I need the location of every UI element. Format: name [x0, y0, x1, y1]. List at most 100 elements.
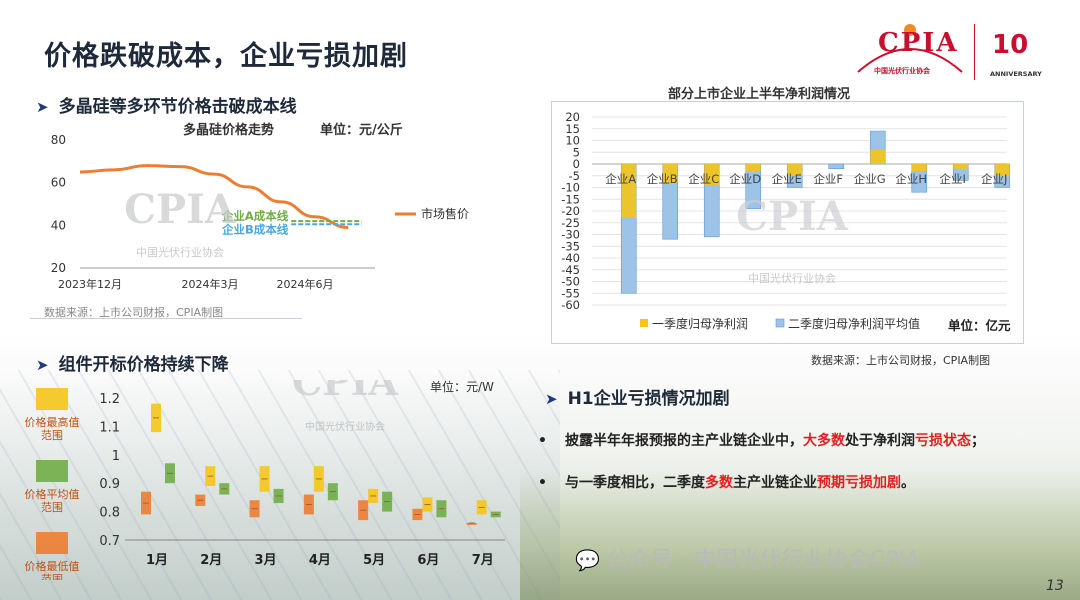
- x-tick-label: 1月: [146, 553, 168, 568]
- x-tick-label: 5月: [363, 553, 385, 568]
- bullet-1: • 披露半年年报预报的主产业链企业中，大多数处于净利润亏损状态；: [538, 433, 985, 449]
- page-title: 价格跌破成本，企业亏损加剧: [44, 41, 408, 72]
- y-tick-label: 0: [573, 157, 580, 171]
- x-tick-label: 2024年3月: [182, 277, 239, 291]
- legend-swatch: [36, 532, 68, 554]
- y-tick-label: 20: [565, 110, 580, 124]
- x-tick-label: 企业B: [647, 172, 678, 186]
- legend-label: 市场售价: [421, 206, 469, 221]
- cost-line-label: 企业B成本线: [221, 222, 289, 236]
- cpia-logo: CPIA 中国光伏行业协会 10 ANNIVERSARY: [850, 20, 1050, 84]
- y-tick-label: -5: [569, 169, 580, 183]
- y-tick-label: 1.1: [99, 420, 120, 435]
- y-tick-label: -25: [561, 216, 580, 230]
- section-heading-polysilicon: ➤ 多晶硅等多环节价格击破成本线: [36, 97, 297, 117]
- cpia-watermark: CPIA: [736, 193, 849, 240]
- legend-label: 范围: [41, 572, 63, 580]
- bar-q2: [828, 163, 845, 169]
- y-tick-label: 80: [51, 133, 66, 147]
- arrow-icon: ➤: [36, 98, 49, 116]
- x-tick-label: 企业G: [854, 172, 886, 186]
- y-tick-label: 1.2: [99, 392, 120, 407]
- x-tick-label: 6月: [417, 553, 439, 568]
- bar-q1: [787, 164, 803, 176]
- legend-label: 价格最低值: [25, 559, 80, 573]
- x-tick-label: 企业E: [772, 172, 802, 186]
- legend-swatch: [36, 388, 68, 410]
- logo-sub: 中国光伏行业协会: [874, 67, 930, 75]
- cpia-watermark-sub: 中国光伏行业协会: [136, 245, 224, 259]
- y-tick-label: -10: [561, 181, 580, 195]
- x-tick-label: 2024年6月: [277, 277, 334, 291]
- y-tick-label: 0.7: [99, 534, 120, 549]
- x-tick-label: 企业J: [981, 172, 1007, 186]
- bar-q1: [911, 164, 927, 172]
- x-tick-label: 企业I: [940, 172, 966, 186]
- y-tick-label: -40: [561, 251, 580, 265]
- bar-q1: [870, 149, 886, 164]
- bullet-dot-icon: •: [538, 475, 547, 491]
- cost-line-label: 企业A成本线: [221, 209, 289, 223]
- bullet-2: • 与一季度相比，二季度多数主产业链企业预期亏损加剧。: [538, 475, 915, 491]
- x-tick-label: 企业H: [895, 172, 927, 186]
- background-field: [520, 470, 1080, 600]
- logo-ten: 10: [992, 30, 1029, 60]
- x-tick-label: 2月: [200, 553, 222, 568]
- polysilicon-line-chart: 80 60 40 20 2023年12月 2024年3月 2024年6月 企业A成本线企业B成…: [51, 133, 469, 291]
- y-tick-label: 1: [112, 449, 120, 464]
- y-tick-label: 5: [573, 145, 580, 159]
- net-profit-chart-frame: 20 15 10 5 0 -5 -10 -15 -20 -25 -30 -35 -40 -45 -50 -55…: [551, 101, 1024, 344]
- x-tick-label: 3月: [255, 553, 277, 568]
- arrow-icon: ➤: [545, 390, 558, 408]
- x-tick-label: 7月: [472, 553, 494, 568]
- legend-label: 价格最高值: [25, 415, 80, 429]
- y-tick-label: -35: [561, 239, 580, 253]
- x-tick-label: 企业F: [813, 172, 843, 186]
- net-profit-source: 数据来源：上市公司财报，CPIA制图: [811, 354, 991, 367]
- logo-anniversary: ANNIVERSARY: [990, 70, 1042, 78]
- y-tick-label: -15: [561, 192, 580, 206]
- legend-label: 范围: [41, 500, 63, 514]
- legend-label: 二季度归母净利润平均值: [788, 316, 920, 331]
- y-tick-label: -60: [561, 298, 580, 312]
- y-tick-label: 0.9: [99, 477, 120, 492]
- x-tick-label: 企业C: [688, 172, 719, 186]
- bar-q1: [704, 164, 720, 186]
- background-solar-panels: [0, 370, 560, 600]
- logo-divider: [974, 24, 975, 80]
- cpia-watermark-sub: 中国光伏行业协会: [305, 420, 385, 433]
- series-line-market-price: [79, 164, 349, 229]
- box-low-range: [466, 522, 477, 525]
- y-tick-label: -45: [561, 263, 580, 277]
- polysilicon-chart-title: 多晶硅价格走势: [183, 123, 275, 138]
- net-profit-bar-chart: 20151050-5-10-15-20-25-30-35-40-45-50-55…: [561, 110, 1011, 333]
- y-tick-label: -20: [561, 204, 580, 218]
- polysilicon-source: 数据来源：上市公司财报，CPIA制图: [44, 306, 224, 319]
- legend-swatch: [775, 318, 785, 328]
- legend-label: 价格平均值: [25, 487, 80, 501]
- bar-q1: [953, 164, 969, 169]
- legend-swatch: [36, 460, 68, 482]
- y-tick-label: 20: [51, 261, 66, 275]
- module-price-unit: 单位：元/W: [430, 380, 494, 394]
- y-tick-label: -50: [561, 275, 580, 289]
- x-tick-label: 企业A: [605, 172, 636, 186]
- y-tick-label: 40: [51, 218, 66, 232]
- bar-q1: [994, 164, 1010, 176]
- y-tick-label: -55: [561, 286, 580, 300]
- arrow-icon: ➤: [36, 356, 49, 374]
- y-tick-label: 0.8: [99, 506, 120, 521]
- y-tick-label: 15: [565, 122, 580, 136]
- x-tick-label: 企业D: [729, 172, 761, 186]
- divider-line: [30, 318, 302, 319]
- x-tick-label: 4月: [309, 553, 331, 568]
- chart-unit: 单位：亿元: [948, 318, 1011, 333]
- wechat-watermark: 💬 公众号 · 中国光伏行业协会CPIA: [575, 548, 921, 573]
- section-heading-h1-losses: ➤ H1企业亏损情况加剧: [545, 389, 730, 409]
- cpia-watermark: CPIA: [292, 380, 399, 404]
- polysilicon-unit: 单位：元/公斤: [320, 123, 403, 138]
- section-heading-module-price: ➤ 组件开标价格持续下降: [36, 355, 229, 375]
- legend-swatch: [640, 319, 648, 327]
- logo-name: CPIA: [878, 28, 959, 58]
